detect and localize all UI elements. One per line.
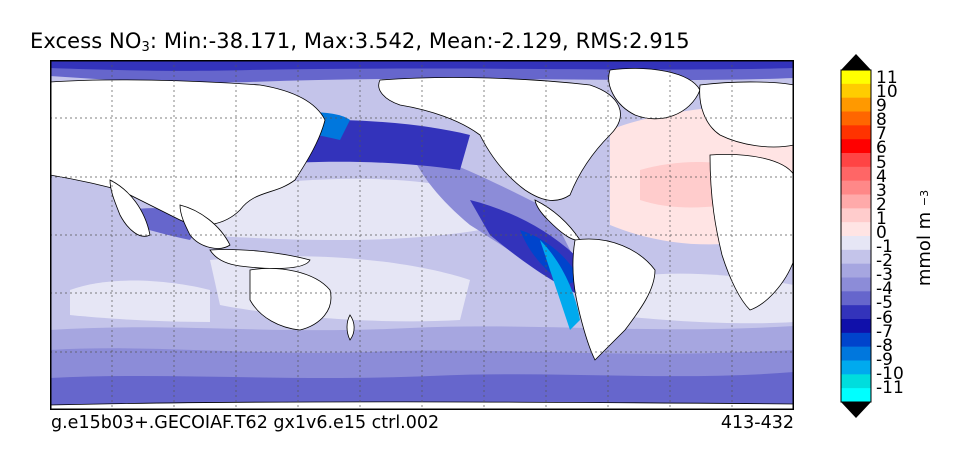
colorbar-swatch — [841, 388, 871, 403]
colorbar — [840, 54, 872, 418]
units-base: mmol m — [913, 211, 935, 287]
colorbar-tick-label: 3 — [876, 180, 887, 201]
colorbar-swatch — [841, 70, 871, 85]
colorbar-swatch — [841, 97, 871, 112]
land-australia — [249, 268, 332, 331]
colorbar-swatch — [841, 83, 871, 98]
title-stats: : Min:-38.171, Max:3.542, Mean:-2.129, R… — [149, 29, 690, 53]
colorbar-frame — [840, 69, 872, 403]
colorbar-swatch — [841, 332, 871, 347]
units-exponent: −3 — [917, 189, 931, 207]
colorbar-tick-label: -3 — [876, 265, 893, 286]
map-panel — [50, 60, 794, 410]
land-new-zealand — [346, 314, 355, 341]
colorbar-swatch — [841, 208, 871, 223]
colorbar-swatch — [841, 346, 871, 361]
colorbar-swatch — [841, 263, 871, 278]
colorbar-swatch — [841, 222, 871, 237]
colorbar-swatch — [841, 291, 871, 306]
colorbar-tick-label: -1 — [876, 237, 893, 258]
colorbar-swatch — [841, 166, 871, 181]
colorbar-tick-label: 9 — [876, 96, 887, 117]
colorbar-swatch — [841, 319, 871, 334]
colorbar-tick-label: -2 — [876, 251, 893, 272]
land-south-america — [572, 238, 656, 361]
colorbar-swatch — [841, 374, 871, 389]
colorbar-tick-label: -5 — [876, 293, 893, 314]
land-maritime-continent — [209, 249, 311, 269]
land-greenland — [608, 68, 701, 120]
colorbar-tick-label: 2 — [876, 194, 887, 215]
colorbar-tick-label: 1 — [876, 208, 887, 229]
colorbar-swatch — [841, 305, 871, 320]
title-subscript: 3 — [141, 40, 150, 55]
colorbar-tick-label: 4 — [876, 166, 887, 187]
colorbar-tick-label: -4 — [876, 279, 893, 300]
colorbar-tick-label: -6 — [876, 307, 893, 328]
colorbar-swatch — [841, 236, 871, 251]
colorbar-tick-label: 5 — [876, 152, 887, 173]
colorbar-tick-label: -7 — [876, 321, 893, 342]
colorbar-swatch — [841, 125, 871, 140]
colorbar-swatch — [841, 249, 871, 264]
colorbar-tick-label: -8 — [876, 335, 893, 356]
plot-title: Excess NO3: Min:-38.171, Max:3.542, Mean… — [30, 29, 690, 55]
land-southeast-asia — [179, 204, 231, 249]
land-indian-subcontinent — [109, 179, 151, 237]
graticule — [50, 60, 794, 410]
colorbar-swatch — [841, 153, 871, 168]
colorbar-units: mmol m −3 — [912, 190, 936, 286]
colorbar-swatch — [841, 194, 871, 209]
year-range-label: 413-432 — [720, 413, 794, 433]
map-border — [50, 60, 794, 410]
colorbar-swatch — [841, 277, 871, 292]
colorbar-tick-label: 10 — [876, 82, 898, 103]
colorbar-swatch — [841, 360, 871, 375]
colorbar-tick-label: 6 — [876, 138, 887, 159]
colorbar-swatch — [841, 180, 871, 195]
colorbar-tick-label: 8 — [876, 110, 887, 131]
colorbar-tick-label: -9 — [876, 349, 893, 370]
indian-pale — [70, 280, 210, 322]
colorbar-tick-label: 7 — [876, 124, 887, 145]
land-north-america — [378, 77, 621, 201]
colorbar-tick-label: -10 — [876, 363, 904, 384]
case-name-label: g.e15b03+.GECOIAF.T62 gx1v6.e15 ctrl.002 — [51, 413, 440, 433]
colorbar-swatch — [841, 111, 871, 126]
colorbar-swatch — [841, 139, 871, 154]
colorbar-under-arrow — [841, 402, 871, 418]
colorbar-over-arrow — [841, 54, 871, 70]
colorbar-tick-label: 0 — [876, 223, 887, 243]
colorbar-tick-label: 11 — [876, 68, 898, 88]
land-africa — [709, 154, 794, 311]
title-prefix: Excess NO — [30, 29, 142, 53]
chile-upwelling — [540, 240, 580, 330]
colorbar-tick-label: -11 — [876, 378, 904, 398]
colorbar-tick-labels: 11 10 9 8 7 6 5 4 3 2 1 0 -1 -2 -3 -4 -5 -6 -7 -8 -9 -10 -11 — [876, 68, 916, 398]
